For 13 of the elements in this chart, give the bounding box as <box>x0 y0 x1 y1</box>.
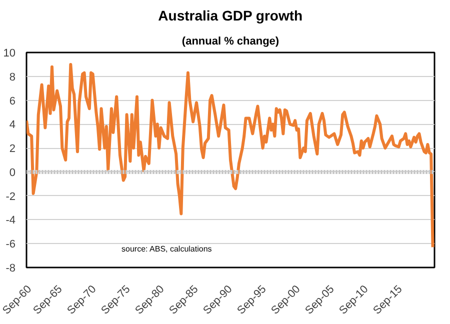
annotation: source: ABS, calculations <box>122 244 212 254</box>
y-tick-label: 10 <box>3 48 16 60</box>
y-tick-label: -6 <box>6 238 16 251</box>
y-tick-label: 6 <box>9 95 16 108</box>
y-tick-label: 4 <box>9 119 16 132</box>
y-tick-label: -8 <box>6 262 16 274</box>
y-tick-label: 8 <box>9 71 16 84</box>
chart-title: Australia GDP growth <box>158 8 303 24</box>
y-tick-label: -2 <box>6 190 16 203</box>
y-tick-label: 2 <box>9 143 16 156</box>
chart-subtitle: (annual % change) <box>182 36 280 48</box>
y-tick-label: -4 <box>6 214 16 227</box>
y-tick-label: 0 <box>9 166 16 179</box>
